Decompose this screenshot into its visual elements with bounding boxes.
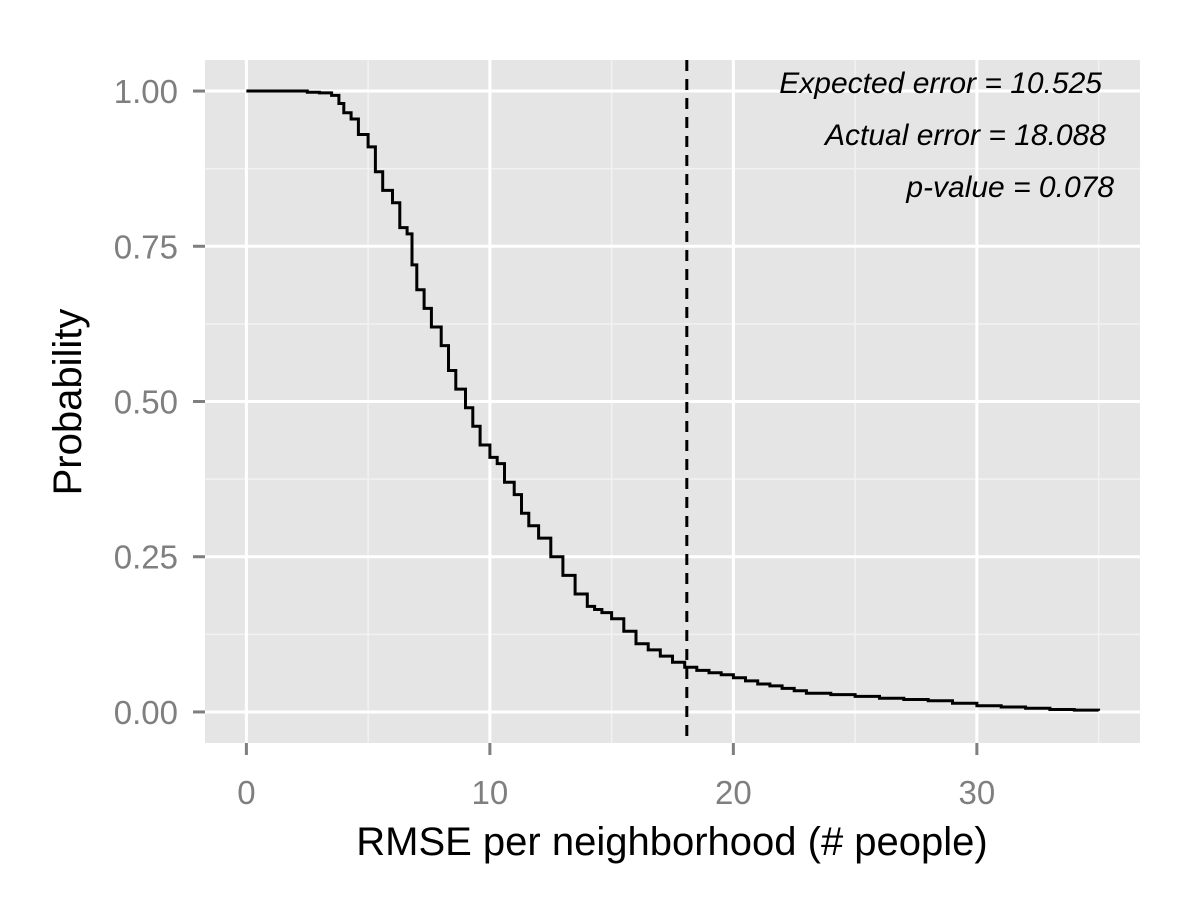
ecdf-line (246, 89, 1101, 712)
y-tick-label: 0.25 (114, 539, 178, 576)
y-tick-label: 0.75 (114, 228, 178, 265)
x-tick-label: 0 (237, 774, 255, 811)
major-gridlines (205, 60, 1140, 743)
x-tick-labels: 0 10 20 30 (237, 774, 995, 811)
annotation-text: p-value = 0.078 (905, 171, 1114, 204)
y-tick-label: 1.00 (114, 73, 178, 110)
x-tick-label: 30 (959, 774, 996, 811)
y-tick-labels: 0.00 0.25 0.50 0.75 1.00 (114, 73, 178, 731)
x-tick-label: 20 (715, 774, 752, 811)
annotation-layer: Expected error = 10.525 Actual error = 18… (779, 67, 1114, 204)
y-tick-label: 0.00 (114, 694, 178, 731)
axis-ticks (193, 89, 979, 755)
x-tick-label: 10 (472, 774, 509, 811)
x-axis-title: RMSE per neighborhood (# people) (356, 820, 988, 864)
y-tick-label: 0.50 (114, 384, 178, 421)
y-axis-title: Probability (46, 309, 90, 496)
series-layer (246, 89, 1101, 712)
annotation-text: Actual error = 18.088 (823, 119, 1106, 152)
annotation-text: Expected error = 10.525 (779, 67, 1102, 100)
